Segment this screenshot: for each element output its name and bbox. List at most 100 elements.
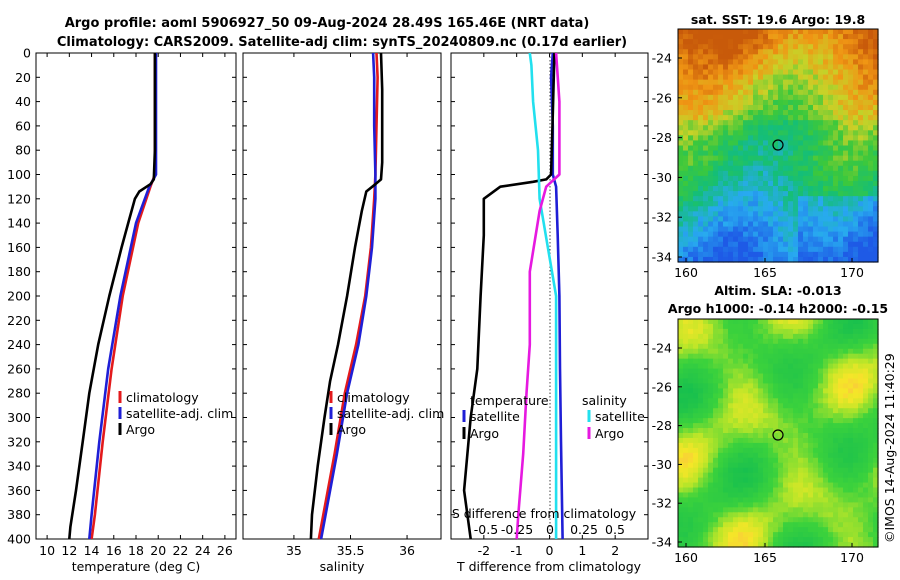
- sst-cell: [863, 211, 869, 218]
- sla-cell: [763, 428, 769, 434]
- sst-cell: [758, 191, 764, 197]
- sst-cell: [698, 59, 704, 66]
- sla-cell: [813, 408, 819, 414]
- sla-cell: [718, 457, 724, 464]
- sst-cell: [688, 125, 694, 131]
- sst-cell: [718, 115, 724, 121]
- sla-cell: [793, 319, 799, 325]
- sst-cell: [848, 115, 854, 121]
- sst-cell: [678, 110, 684, 116]
- sla-cell: [828, 527, 834, 533]
- sst-cell: [853, 89, 859, 96]
- sla-cell: [853, 472, 859, 479]
- sla-cell: [688, 467, 694, 474]
- sst-cell: [748, 74, 754, 81]
- sla-cell: [838, 487, 844, 494]
- sst-cell: [718, 145, 724, 152]
- sla-cell: [798, 373, 804, 380]
- sst-cell: [723, 191, 729, 197]
- sst-cell: [843, 34, 849, 40]
- sla-cell: [753, 537, 759, 543]
- sst-cell: [783, 74, 789, 81]
- sla-cell: [778, 403, 784, 409]
- sla-cell: [733, 542, 739, 548]
- sst-cell: [808, 145, 814, 152]
- sla-cell: [813, 383, 819, 389]
- sla-cell: [758, 517, 764, 523]
- sst-cell: [828, 34, 834, 40]
- sla-cell: [778, 477, 784, 484]
- sla-cell: [688, 442, 694, 449]
- sst-cell: [733, 34, 739, 40]
- sla-cell: [758, 527, 764, 533]
- sst-cell: [683, 130, 689, 136]
- sst-cell: [858, 74, 864, 81]
- sla-cell: [833, 323, 839, 330]
- sst-cell: [738, 29, 744, 35]
- sla-cell: [798, 348, 804, 355]
- sla-cell: [698, 378, 704, 385]
- sla-cell: [733, 413, 739, 419]
- sla-cell: [728, 338, 734, 345]
- sst-cell: [803, 79, 809, 86]
- sla-cell: [713, 403, 719, 409]
- sst-cell: [718, 175, 724, 182]
- sla-cell: [698, 348, 704, 355]
- sla-cell: [858, 532, 864, 538]
- sst-cell: [798, 94, 804, 101]
- sst-cell: [678, 120, 684, 126]
- sst-cell: [743, 94, 749, 101]
- sst-cell: [823, 89, 829, 96]
- sla-cell: [733, 388, 739, 394]
- sla-cell: [868, 472, 874, 479]
- sla-cell: [783, 398, 789, 404]
- sst-cell: [813, 54, 819, 60]
- sst-cell: [833, 84, 839, 91]
- sla-cell: [718, 368, 724, 375]
- sla-cell: [863, 442, 869, 449]
- sst-cell: [708, 246, 714, 253]
- sla-cell: [833, 428, 839, 434]
- sst-cell: [833, 221, 839, 228]
- sla-cell: [833, 388, 839, 394]
- sst-cell: [788, 29, 794, 35]
- sla-cell: [873, 507, 879, 513]
- sst-cell: [708, 140, 714, 147]
- series-line-salinity-argo: [515, 52, 561, 540]
- sla-cell: [798, 403, 804, 409]
- sst-cell: [848, 110, 854, 116]
- sst-cell: [768, 231, 774, 238]
- sla-cell: [698, 467, 704, 474]
- sst-cell: [708, 64, 714, 71]
- sst-cell: [823, 201, 829, 207]
- sst-cell: [743, 186, 749, 192]
- sst-cell: [793, 226, 799, 233]
- sla-cell: [853, 497, 859, 503]
- sst-cell: [683, 79, 689, 86]
- sla-cell: [793, 527, 799, 533]
- sla-cell: [868, 403, 874, 409]
- sst-cell: [713, 221, 719, 228]
- sst-cell: [713, 170, 719, 177]
- sla-cell: [713, 368, 719, 375]
- sla-cell: [748, 428, 754, 434]
- sst-cell: [728, 211, 734, 218]
- sst-cell: [778, 69, 784, 76]
- sst-cell: [698, 241, 704, 248]
- sst-cell: [788, 206, 794, 212]
- sla-cell: [858, 388, 864, 394]
- sla-cell: [698, 433, 704, 439]
- sla-cell: [733, 423, 739, 429]
- sla-cell: [773, 512, 779, 518]
- sla-cell: [728, 348, 734, 355]
- sst-cell: [863, 221, 869, 228]
- sst-cell: [788, 54, 794, 60]
- map-y-tick-label: -34: [652, 535, 672, 550]
- sla-cell: [818, 338, 824, 345]
- sst-cell: [843, 150, 849, 157]
- sla-cell: [818, 482, 824, 489]
- sst-cell: [763, 69, 769, 76]
- sla-cell: [788, 398, 794, 404]
- sla-cell: [753, 472, 759, 479]
- sst-cell: [843, 211, 849, 218]
